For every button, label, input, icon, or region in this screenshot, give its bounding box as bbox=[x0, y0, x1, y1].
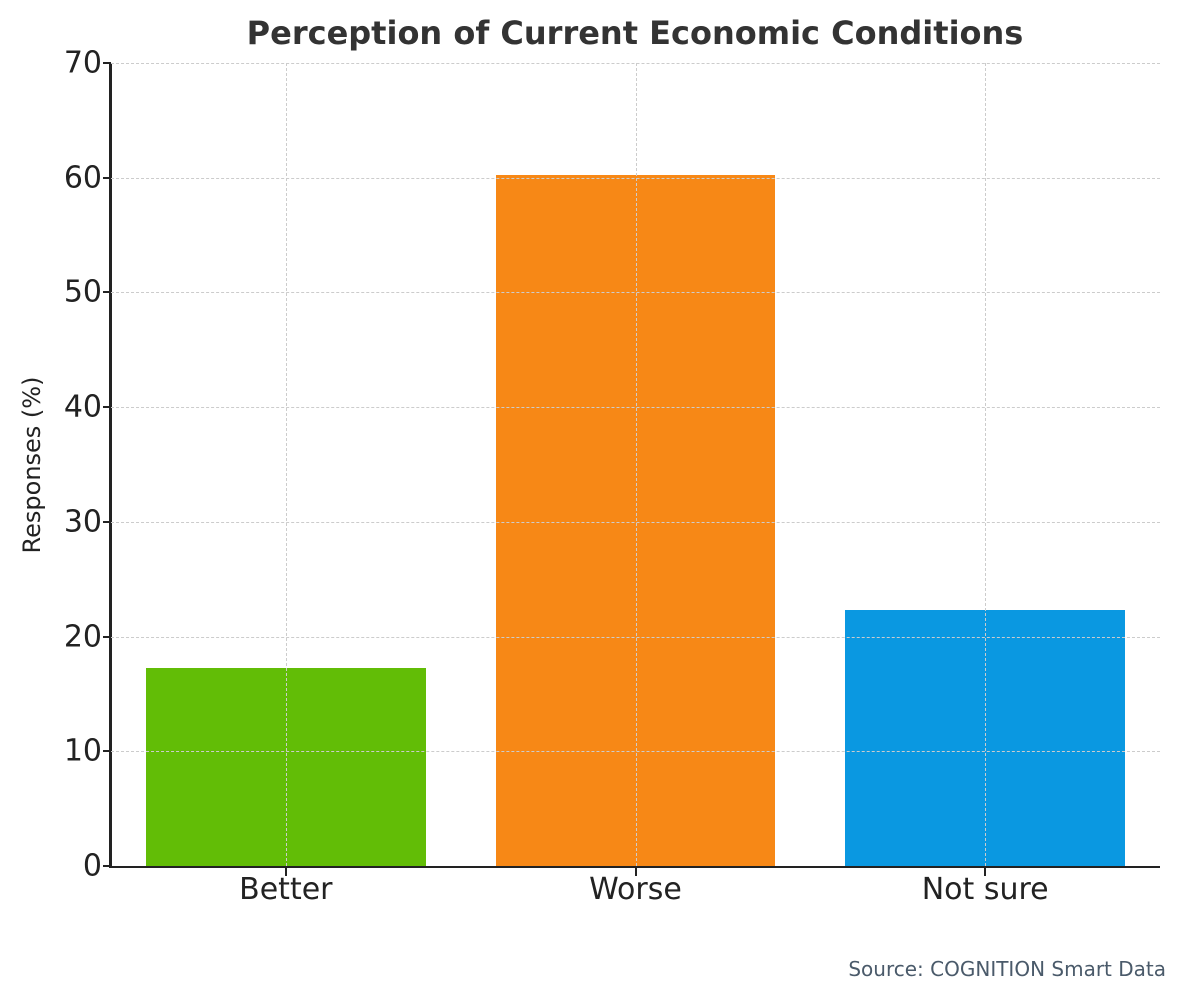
y-tick-label: 50 bbox=[63, 274, 102, 310]
source-note: Source: COGNITION Smart Data bbox=[848, 957, 1166, 981]
plot-area bbox=[103, 62, 1160, 876]
x-tick-label: Better bbox=[239, 872, 333, 907]
x-tick bbox=[634, 868, 637, 876]
chart-title: Perception of Current Economic Condition… bbox=[246, 14, 1024, 52]
y-tick-label: 20 bbox=[63, 619, 102, 655]
y-tick bbox=[103, 520, 111, 523]
y-tick bbox=[103, 750, 111, 753]
x-tick bbox=[284, 868, 287, 876]
bar-not-sure bbox=[845, 610, 1126, 866]
y-tick-label: 40 bbox=[63, 389, 102, 425]
y-tick-label: 30 bbox=[63, 504, 102, 540]
y-tick-label: 60 bbox=[63, 160, 102, 196]
x-tick-label: Not sure bbox=[921, 872, 1049, 907]
y-tick bbox=[103, 635, 111, 638]
y-tick-label: 0 bbox=[82, 848, 102, 884]
y-tick-label: 70 bbox=[63, 45, 102, 81]
y-tick bbox=[103, 865, 111, 867]
y-axis-line bbox=[109, 63, 112, 867]
y-tick bbox=[103, 291, 111, 294]
x-tick bbox=[984, 868, 987, 876]
x-axis-line bbox=[109, 865, 1160, 868]
y-axis-label: Responses (%) bbox=[18, 376, 46, 554]
bar-worse bbox=[495, 175, 776, 866]
y-tick-label: 10 bbox=[63, 733, 102, 769]
y-tick bbox=[103, 406, 111, 409]
x-tick-label: Worse bbox=[589, 872, 682, 907]
y-tick bbox=[103, 62, 111, 64]
y-tick bbox=[103, 176, 111, 179]
bar-better bbox=[145, 667, 426, 866]
bars-layer bbox=[111, 63, 1160, 866]
